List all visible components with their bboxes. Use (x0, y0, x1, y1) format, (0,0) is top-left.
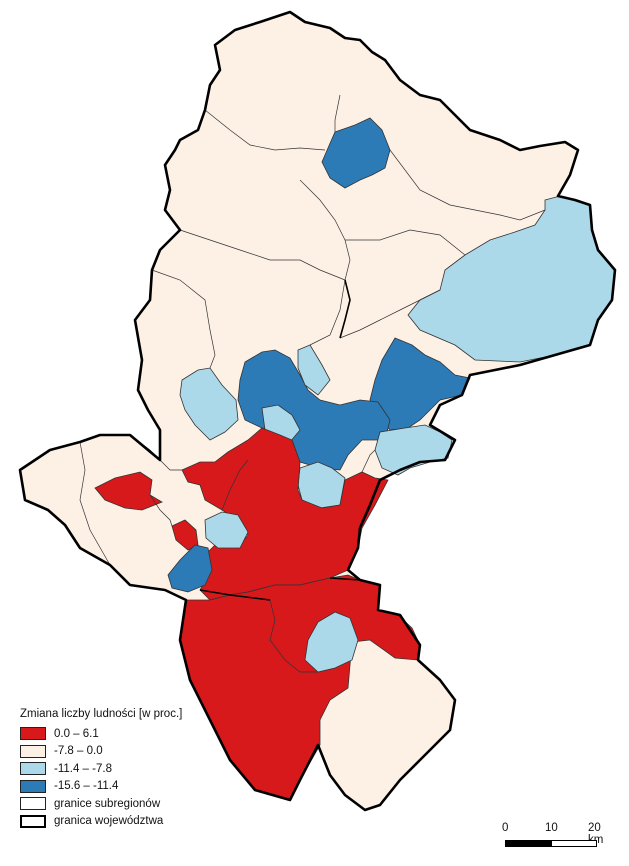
region-east-central (369, 337, 471, 431)
subregion-boundaries (79, 94, 546, 673)
legend-label: granice subregionów (54, 797, 161, 810)
region-north-town (321, 117, 391, 189)
region-west-red (94, 471, 163, 511)
legend-label: -11.4 – -7.8 (54, 762, 112, 775)
subregion-major-boundaries (199, 279, 361, 601)
region-center-west-red (171, 519, 199, 551)
legend-label: -15.6 – -11.4 (54, 780, 119, 793)
region-southwest-dark (167, 544, 213, 593)
legend-label: granica województwa (54, 815, 164, 828)
legend-swatch-class-0 (20, 727, 46, 741)
legend-swatch-class-1 (20, 744, 46, 758)
region-central-cluster (237, 349, 391, 471)
legend-swatch-class-3 (20, 779, 46, 793)
region-central-west (179, 367, 239, 441)
legend-item: -11.4 – -7.8 (20, 760, 182, 778)
voivodeship-boundary (18, 10, 617, 812)
legend-item: -15.6 – -11.4 (20, 778, 182, 796)
region-center-light-left (204, 511, 249, 549)
legend-item: 0.0 – 6.1 (20, 725, 182, 743)
legend-item: granica województwa (20, 813, 182, 831)
legend-swatch-voivodeship (20, 814, 46, 828)
legend-label: 0.0 – 6.1 (54, 727, 99, 740)
map-legend: Zmiana liczby ludności [w proc.] 0.0 – 6… (20, 708, 182, 830)
scale-tick-label: 0 (502, 822, 509, 834)
legend-swatch-subregion (20, 797, 46, 811)
scale-segment-light (551, 840, 597, 847)
legend-title: Zmiana liczby ludności [w proc.] (20, 708, 183, 720)
legend-item: -7.8 – 0.0 (20, 743, 182, 761)
legend-swatch-class-2 (20, 762, 46, 776)
scale-tick-label: 10 (545, 822, 558, 834)
region-central-north (297, 344, 331, 396)
region-south-light (304, 611, 359, 673)
scale-bar: 0 10 20 km (502, 822, 603, 852)
legend-label: -7.8 – 0.0 (54, 745, 103, 758)
scale-segment-dark (505, 840, 551, 847)
legend-item: granice subregionów (20, 795, 182, 813)
